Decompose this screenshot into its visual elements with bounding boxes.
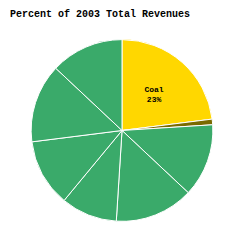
- svg-text:Percent of 2003 Total Revenues: Percent of 2003 Total Revenues: [10, 9, 190, 20]
- svg-text:Coal: Coal: [144, 85, 163, 94]
- svg-text:23%: 23%: [147, 95, 162, 104]
